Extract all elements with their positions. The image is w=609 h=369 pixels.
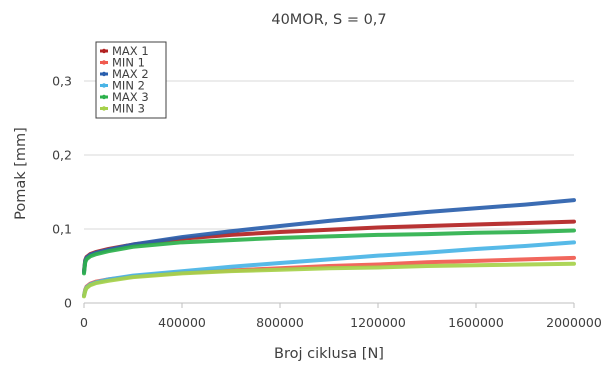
legend-label: MIN 3 (112, 102, 145, 116)
x-tick-label: 1200000 (350, 315, 406, 330)
axis-layer: 0 400000 800000 1200000 1600000 2000000 0 0,1 0,… (52, 74, 602, 331)
y-tick-label: 0,1 (52, 222, 72, 237)
x-tick-label: 1600000 (448, 315, 504, 330)
legend-marker (101, 48, 107, 54)
x-tick-label: 800000 (256, 315, 304, 330)
chart-title: 40MOR, S = 0,7 (271, 12, 386, 28)
x-axis-label: Broj ciklusa [N] (274, 346, 384, 362)
series-line (82, 261, 576, 299)
y-axis-label: Pomak [mm] (13, 127, 29, 220)
legend-marker (101, 60, 107, 65)
legend-marker (101, 71, 107, 77)
series-layer (82, 198, 576, 299)
legend-box (95, 41, 167, 119)
legend-marker (101, 94, 107, 100)
x-tick-label: 400000 (158, 315, 206, 330)
legend-label: MAX 2 (112, 67, 149, 81)
legend-label: MAX 3 (112, 90, 149, 104)
legend-label: MIN 2 (112, 79, 145, 93)
y-tick-label: 0,2 (52, 148, 72, 163)
x-tick-label: 2000000 (546, 315, 602, 330)
series-line (82, 228, 576, 276)
y-tick-label: 0 (64, 296, 72, 311)
legend-marker (101, 106, 107, 111)
legend-label: MAX 1 (112, 44, 149, 58)
legend-label: MIN 1 (112, 56, 145, 70)
legend-marker (101, 83, 107, 88)
x-tick-label: 0 (80, 315, 88, 330)
y-tick-label: 0,3 (52, 74, 72, 89)
